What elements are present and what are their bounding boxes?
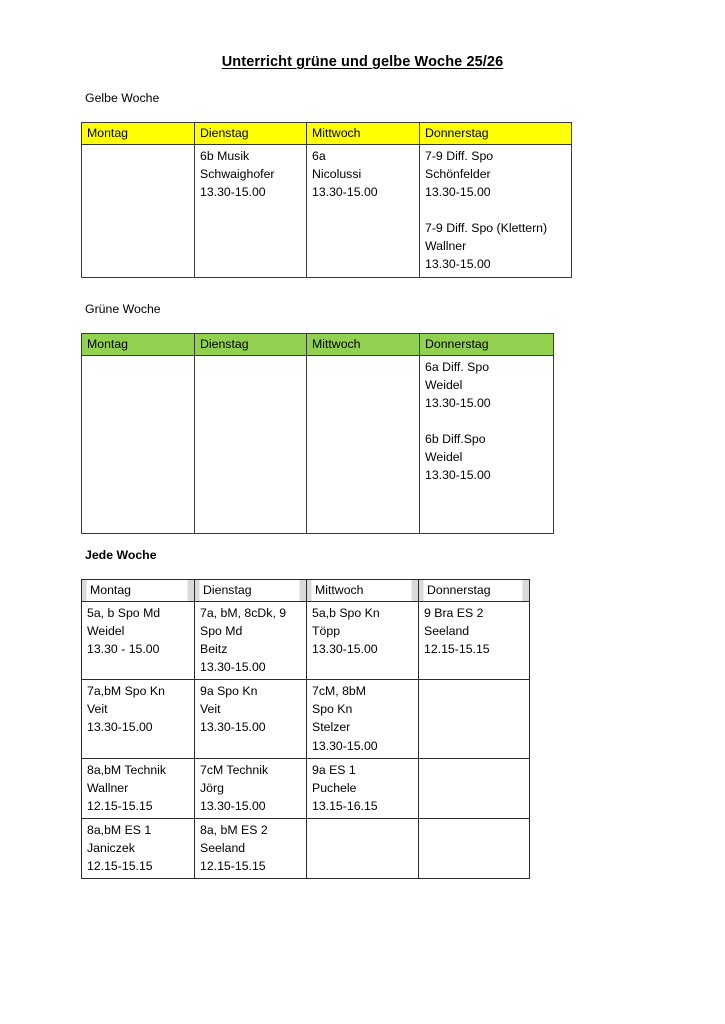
cell-donnerstag (418, 679, 530, 759)
column-header-donnerstag: Donnerstag (419, 121, 572, 146)
column-header-mittwoch: Mittwoch (306, 121, 420, 146)
cell-mittwoch: 9a ES 1 Puchele 13.15-16.15 (306, 757, 419, 819)
column-header-montag: Montag (81, 578, 195, 603)
cell-montag (81, 144, 195, 278)
cell-mittwoch: 7cM, 8bM Spo Kn Stelzer 13.30-15.00 (306, 679, 419, 759)
cell-dienstag: 9a Spo Kn Veit 13.30-15.00 (194, 679, 307, 759)
column-header-montag: Montag (81, 332, 195, 357)
cell-dienstag: 7a, bM, 8cDk, 9 Spo Md Beitz 13.30-15.00 (194, 601, 307, 681)
cell-donnerstag: 6a Diff. Spo Weidel 13.30-15.00 6b Diff.… (419, 355, 554, 535)
cell-donnerstag (418, 757, 530, 819)
column-header-dienstag: Dienstag (194, 121, 307, 146)
column-header-montag: Montag (81, 121, 195, 146)
table-row: 6a Diff. Spo Weidel 13.30-15.00 6b Diff.… (81, 355, 554, 535)
section-caption-gruene-woche: Grüne Woche (85, 302, 161, 316)
table-jede-woche: Montag Dienstag Mittwoch Donnerstag 5a, … (81, 578, 530, 879)
table-row: 7a,bM Spo Kn Veit 13.30-15.00 9a Spo Kn … (81, 679, 530, 759)
column-header-mittwoch: Mittwoch (306, 578, 419, 603)
column-header-donnerstag: Donnerstag (418, 578, 530, 603)
section-caption-jede-woche: Jede Woche (85, 548, 157, 562)
cell-mittwoch: 6a Nicolussi 13.30-15.00 (306, 144, 420, 278)
table-row: 8a,bM ES 1 Janiczek 12.15-15.15 8a, bM E… (81, 817, 530, 879)
cell-donnerstag: 7-9 Diff. Spo Schönfelder 13.30-15.00 7-… (419, 144, 572, 278)
cell-dienstag: 7cM Technik Jörg 13.30-15.00 (194, 757, 307, 819)
cell-dienstag: 8a, bM ES 2 Seeland 12.15-15.15 (194, 817, 307, 879)
column-header-dienstag: Dienstag (194, 578, 307, 603)
cell-mittwoch (306, 817, 419, 879)
column-header-dienstag: Dienstag (194, 332, 307, 357)
table-row: 6b Musik Schwaighofer 13.30-15.00 6a Nic… (81, 144, 572, 278)
cell-mittwoch: 5a,b Spo Kn Töpp 13.30-15.00 (306, 601, 419, 681)
table-gruene-woche: Montag Dienstag Mittwoch Donnerstag 6a D… (81, 332, 554, 535)
column-header-mittwoch: Mittwoch (306, 332, 420, 357)
table-header-row: Montag Dienstag Mittwoch Donnerstag (81, 121, 572, 146)
page-title-text: Unterricht grüne und gelbe Woche 25/26 (221, 54, 504, 70)
cell-donnerstag (418, 817, 530, 879)
cell-mittwoch (306, 355, 420, 535)
column-header-donnerstag: Donnerstag (419, 332, 554, 357)
cell-montag: 8a,bM Technik Wallner 12.15-15.15 (81, 757, 195, 819)
table-row: 8a,bM Technik Wallner 12.15-15.15 7cM Te… (81, 757, 530, 819)
cell-montag: 8a,bM ES 1 Janiczek 12.15-15.15 (81, 817, 195, 879)
cell-dienstag: 6b Musik Schwaighofer 13.30-15.00 (194, 144, 307, 278)
table-gelbe-woche: Montag Dienstag Mittwoch Donnerstag 6b M… (81, 121, 572, 278)
cell-montag: 7a,bM Spo Kn Veit 13.30-15.00 (81, 679, 195, 759)
table-row: 5a, b Spo Md Weidel 13.30 - 15.00 7a, bM… (81, 601, 530, 681)
cell-dienstag (194, 355, 307, 535)
page-title: Unterricht grüne und gelbe Woche 25/26 (0, 54, 725, 70)
cell-montag (81, 355, 195, 535)
section-caption-gelbe-woche: Gelbe Woche (85, 91, 160, 105)
cell-donnerstag: 9 Bra ES 2 Seeland 12.15-15.15 (418, 601, 530, 681)
table-header-row: Montag Dienstag Mittwoch Donnerstag (81, 332, 554, 357)
table-header-row: Montag Dienstag Mittwoch Donnerstag (81, 578, 530, 603)
cell-montag: 5a, b Spo Md Weidel 13.30 - 15.00 (81, 601, 195, 681)
